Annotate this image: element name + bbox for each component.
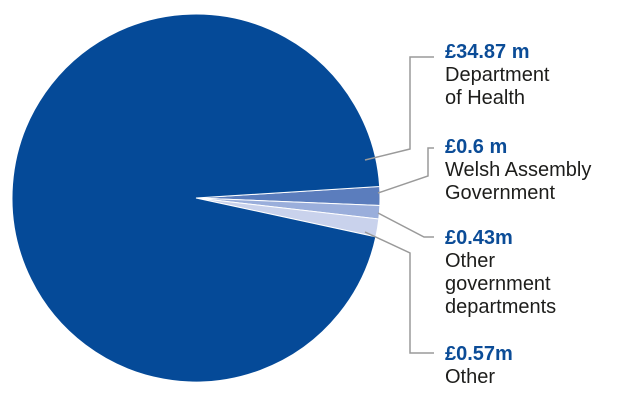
slice-name-line: Welsh Assembly (445, 159, 592, 181)
leader-line (364, 56, 434, 161)
label-department-of-health: £34.87 m Department of Health (445, 40, 550, 110)
slice-name-line: Other (445, 250, 496, 272)
slice-value-label: £0.43m (445, 227, 513, 249)
slice-name-line: departments (445, 296, 557, 318)
slice-value-label: £0.57m (445, 343, 513, 365)
leader-line (377, 212, 434, 238)
slice-value-label: £34.87 m (445, 41, 530, 63)
slice-name-line: of Health (445, 87, 526, 109)
label-other-government-departments: £0.43m Other government departments (445, 226, 556, 319)
slice-value-label: £0.6 m (445, 136, 508, 158)
leader-line (364, 231, 434, 354)
slice-name-line: Department (445, 64, 550, 86)
slice-name-line: government (445, 273, 551, 295)
slice-name-line: Government (445, 182, 556, 204)
pie-slice (11, 13, 381, 383)
leader-line (377, 147, 434, 194)
label-welsh-assembly-government: £0.6 m Welsh Assembly Government (445, 135, 591, 205)
slice-name-line: Other (445, 366, 496, 388)
label-other: £0.57m Other (445, 342, 513, 389)
